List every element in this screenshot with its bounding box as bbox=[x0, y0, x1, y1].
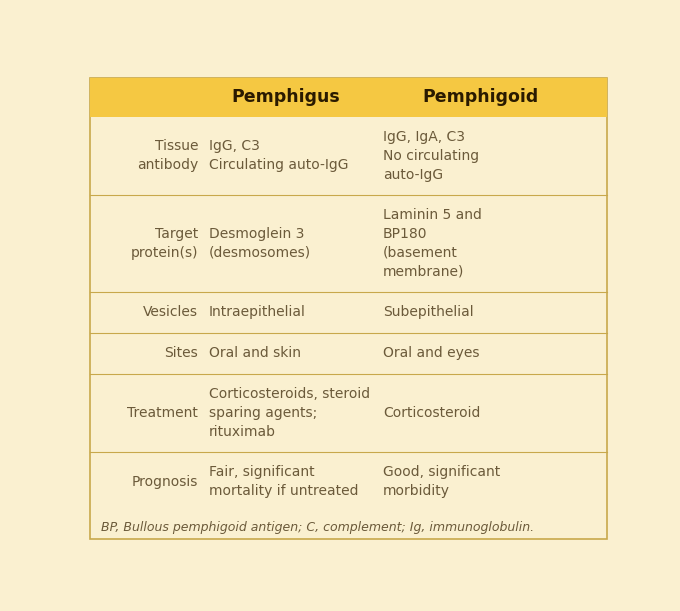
Text: Oral and skin: Oral and skin bbox=[209, 346, 301, 360]
Text: Prognosis: Prognosis bbox=[132, 475, 199, 489]
Text: Pemphigus: Pemphigus bbox=[231, 89, 339, 106]
Text: Corticosteroid: Corticosteroid bbox=[383, 406, 480, 420]
Text: Sites: Sites bbox=[165, 346, 199, 360]
Text: Intraepithelial: Intraepithelial bbox=[209, 306, 306, 320]
Text: IgG, C3
Circulating auto-IgG: IgG, C3 Circulating auto-IgG bbox=[209, 139, 348, 172]
Text: Treatment: Treatment bbox=[127, 406, 199, 420]
Text: Laminin 5 and
BP180
(basement
membrane): Laminin 5 and BP180 (basement membrane) bbox=[383, 208, 481, 279]
Text: Target
protein(s): Target protein(s) bbox=[131, 227, 199, 260]
Text: Good, significant
morbidity: Good, significant morbidity bbox=[383, 466, 500, 499]
Text: Subepithelial: Subepithelial bbox=[383, 306, 473, 320]
Text: Desmoglein 3
(desmosomes): Desmoglein 3 (desmosomes) bbox=[209, 227, 311, 260]
Text: Tissue
antibody: Tissue antibody bbox=[137, 139, 199, 172]
Bar bbox=[90, 78, 607, 117]
Text: Oral and eyes: Oral and eyes bbox=[383, 346, 479, 360]
Text: Pemphigoid: Pemphigoid bbox=[422, 89, 539, 106]
Text: BP, Bullous pemphigoid antigen; C, complement; Ig, immunoglobulin.: BP, Bullous pemphigoid antigen; C, compl… bbox=[101, 521, 534, 534]
Text: Corticosteroids, steroid
sparing agents;
rituximab: Corticosteroids, steroid sparing agents;… bbox=[209, 387, 370, 439]
Text: Vesicles: Vesicles bbox=[143, 306, 199, 320]
Text: IgG, IgA, C3
No circulating
auto-IgG: IgG, IgA, C3 No circulating auto-IgG bbox=[383, 130, 479, 181]
Text: Fair, significant
mortality if untreated: Fair, significant mortality if untreated bbox=[209, 466, 358, 499]
